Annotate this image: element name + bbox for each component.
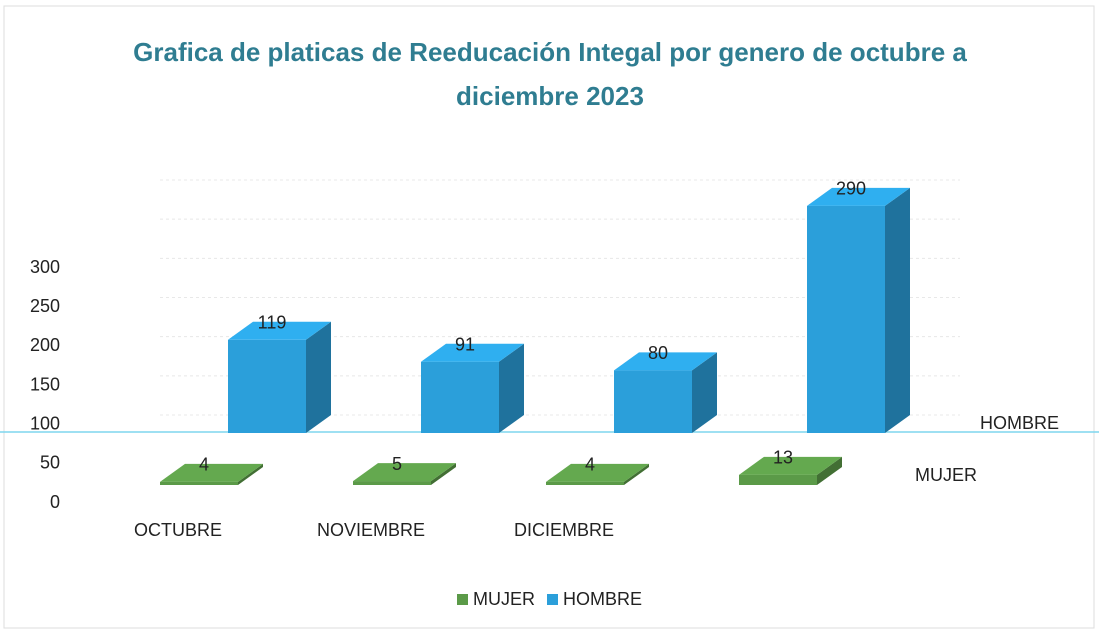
bar-side [624, 463, 649, 485]
bar-top [546, 463, 649, 482]
value-label: 119 [258, 313, 287, 333]
bar-side [306, 321, 331, 433]
bar-side [817, 456, 842, 485]
bar-top [228, 321, 331, 340]
bar-top [160, 463, 263, 482]
bar-top [807, 187, 910, 206]
chart-title: Grafica de platicas de Reeducación Integ… [133, 37, 967, 111]
value-label: 4 [199, 455, 209, 475]
bar-top [353, 463, 456, 482]
legend-swatch [547, 594, 558, 605]
bar [614, 370, 692, 433]
legend-swatch [457, 594, 468, 605]
value-label: 91 [455, 334, 475, 354]
value-label: 4 [585, 455, 595, 475]
x-tick-label: DICIEMBRE [514, 520, 614, 540]
bar-top [739, 456, 842, 475]
y-tick-label: 150 [30, 374, 60, 394]
y-tick-label: 200 [30, 335, 60, 355]
bar [421, 361, 499, 433]
bar-side [885, 187, 910, 433]
y-tick-label: 50 [40, 453, 60, 473]
depth-label: MUJER [915, 465, 977, 485]
bar [228, 339, 306, 433]
legend-label: HOMBRE [563, 589, 642, 609]
value-label: 5 [392, 454, 402, 474]
y-tick-label: 100 [30, 413, 60, 433]
bar [353, 481, 431, 485]
bar-top [421, 343, 524, 362]
value-label: 80 [648, 343, 668, 363]
bar-side [238, 463, 263, 485]
bar [160, 481, 238, 485]
x-tick-label: OCTUBRE [134, 520, 222, 540]
legend-label: MUJER [473, 589, 535, 609]
y-tick-label: 0 [50, 492, 60, 512]
depth-label: HOMBRE [980, 413, 1059, 433]
value-label: 290 [836, 179, 866, 199]
bar-side [431, 463, 456, 485]
bar-side [499, 343, 524, 433]
value-label: 13 [773, 448, 793, 468]
bar-top [614, 352, 717, 371]
bar [807, 205, 885, 433]
y-tick-label: 300 [30, 257, 60, 277]
y-tick-label: 250 [30, 296, 60, 316]
bar [739, 474, 817, 485]
x-tick-label: NOVIEMBRE [317, 520, 425, 540]
frame [3, 5, 1095, 629]
bar-side [692, 352, 717, 433]
bar [546, 481, 624, 485]
